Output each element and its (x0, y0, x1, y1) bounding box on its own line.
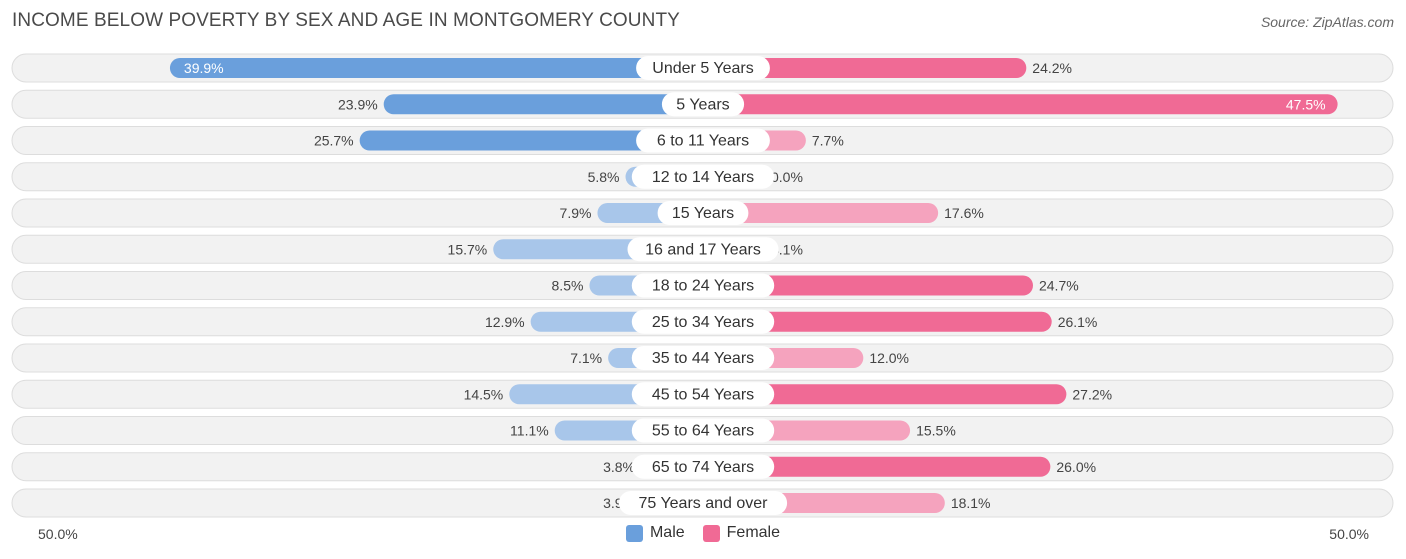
category-label: 5 Years (676, 96, 729, 113)
female-value-label: 15.5% (916, 423, 956, 439)
female-value-label: 18.1% (951, 495, 991, 511)
category-label-bg (631, 346, 775, 370)
male-value-label: 3.8% (603, 459, 635, 475)
category-label-bg (618, 491, 788, 515)
category-label: 65 to 74 Years (652, 459, 754, 476)
category-label-bg (631, 164, 775, 189)
female-bar (703, 456, 1051, 477)
male-value-label: 15.7% (448, 241, 488, 257)
female-bar (703, 311, 1052, 332)
male-value-label: 8.5% (552, 278, 584, 294)
female-value-label: 24.2% (1032, 60, 1072, 76)
legend-item-female: Female (702, 524, 781, 542)
category-label-bg (636, 56, 770, 80)
male-swatch (625, 524, 643, 542)
male-value-label: 14.5% (464, 386, 504, 402)
female-value-label: 12.0% (869, 350, 909, 366)
female-bar (703, 203, 939, 223)
category-label: Under 5 Years (652, 60, 753, 77)
male-value-label: 12.9% (485, 314, 525, 330)
category-label: 75 Years and over (639, 495, 769, 512)
category-label-bg (636, 128, 770, 153)
legend-male-label: Male (649, 524, 685, 541)
male-bar (359, 130, 703, 151)
female-value-label: 17.6% (944, 205, 984, 221)
female-value-label: 24.7% (1039, 278, 1079, 294)
female-value-label: 7.7% (812, 133, 844, 149)
male-value-label: 5.8% (588, 169, 620, 185)
female-value-label: 27.2% (1072, 386, 1112, 402)
category-label-bg (631, 309, 775, 334)
category-label-bg (657, 201, 749, 225)
category-label: 16 and 17 Years (645, 241, 761, 258)
female-value-label: 0.0% (771, 169, 803, 185)
category-label: 15 Years (672, 205, 734, 222)
category-label: 18 to 24 Years (652, 278, 754, 295)
chart-title: INCOME BELOW POVERTY BY SEX AND AGE IN M… (12, 10, 680, 31)
category-label: 45 to 54 Years (652, 386, 754, 403)
axis-right-label: 50.0% (1329, 526, 1369, 542)
male-value-label: 7.9% (560, 205, 592, 221)
male-value-label: 7.1% (570, 350, 602, 366)
category-label: 25 to 34 Years (652, 314, 754, 331)
male-value-label: 25.7% (314, 133, 354, 149)
category-label-bg (631, 418, 775, 443)
female-value-label: 26.1% (1058, 314, 1098, 330)
category-label: 6 to 11 Years (657, 133, 749, 150)
source-note: Source: ZipAtlas.com (1260, 14, 1394, 30)
axis-left-label: 50.0% (38, 526, 78, 542)
category-label-bg (661, 92, 745, 117)
female-bar (703, 58, 1027, 78)
category-label: 35 to 44 Years (652, 350, 754, 367)
category-label-bg (627, 237, 779, 262)
male-bar (383, 94, 703, 115)
category-label-bg (631, 454, 775, 479)
male-value-label: 11.1% (510, 423, 549, 439)
male-value-label: 39.9% (184, 60, 224, 76)
male-value-label: 23.9% (338, 96, 378, 112)
male-bar (169, 58, 703, 78)
category-label-bg (631, 382, 775, 407)
female-bar (703, 94, 1338, 115)
category-label: 55 to 64 Years (652, 423, 754, 440)
female-value-label: 47.5% (1286, 96, 1326, 112)
category-label-bg (631, 273, 775, 298)
female-bar (703, 384, 1067, 405)
female-value-label: 26.0% (1056, 459, 1096, 475)
legend: Male Female (0, 524, 1406, 542)
bar-chart: 39.9% 24.2% Under 5 Years 23.9% 47.5% 5 Years… (11, 53, 1394, 518)
female-bar (703, 275, 1033, 296)
female-value-label: 4.1% (771, 241, 803, 257)
legend-item-male: Male (625, 524, 685, 542)
female-swatch (702, 524, 720, 542)
legend-female-label: Female (726, 524, 781, 541)
category-label: 12 to 14 Years (652, 169, 754, 186)
